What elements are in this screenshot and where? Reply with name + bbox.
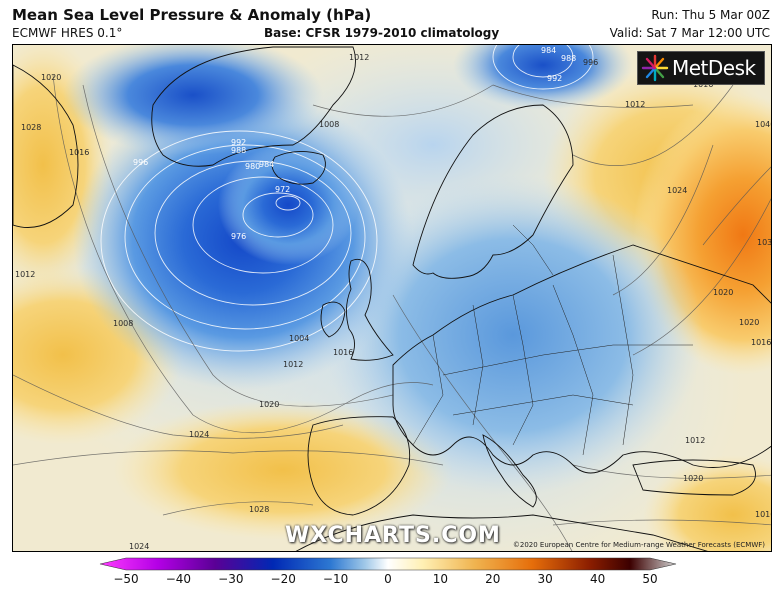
colorbar-tick: 30 (537, 572, 553, 586)
isobar-label: 988 (561, 54, 576, 63)
greenland (151, 46, 356, 167)
colorbar-tick: −50 (113, 572, 139, 586)
metdesk-sunburst-icon (641, 54, 669, 82)
country-borders (412, 224, 693, 456)
british-isles (346, 258, 394, 361)
colorbar-tick: 10 (432, 572, 449, 586)
isobar-label: 980 (245, 162, 260, 171)
isobar-label: 1008 (113, 319, 133, 328)
scandinavia (412, 104, 574, 279)
isobar-label: 1016 (751, 338, 771, 347)
ireland (320, 301, 346, 338)
iberia (307, 416, 411, 516)
isobar-label: 1024 (667, 186, 687, 195)
isobar-label: 1012 (685, 436, 705, 445)
isobar-label: 1016 (755, 510, 772, 519)
isobar-label: 1040 (755, 120, 772, 129)
colorbar-tick: −20 (270, 572, 296, 586)
isobar-label: 1012 (283, 360, 303, 369)
valid-time-label: Valid: Sat 7 Mar 12:00 UTC (609, 26, 770, 40)
europe-mainland (392, 244, 771, 474)
isobar-label: 1012 (15, 270, 35, 279)
isobar-label: 1016 (333, 348, 353, 357)
colorbar-tick: −40 (165, 572, 192, 586)
map-title: Mean Sea Level Pressure & Anomaly (hPa) (12, 6, 372, 24)
isobar-label: 1020 (683, 474, 703, 483)
isobars-low (100, 45, 594, 352)
isobar-label: 1024 (189, 430, 209, 439)
italy (482, 434, 537, 508)
wxcharts-watermark: WXCHARTS.COM (285, 523, 501, 548)
turkey (632, 459, 756, 496)
climatology-base-label: Base: CFSR 1979-2010 climatology (264, 26, 500, 40)
isobar-label: 1004 (289, 334, 309, 343)
metdesk-logo-text: MetDesk (672, 56, 756, 80)
anomaly-colorbar (99, 557, 677, 571)
isobar-label: 1012 (625, 100, 645, 109)
isobar-label: 972 (275, 185, 290, 194)
colorbar-strip (99, 557, 677, 571)
anomaly-field (13, 45, 771, 551)
iceland (271, 151, 326, 185)
colorbar-tick: 40 (589, 572, 606, 586)
north-africa (295, 514, 708, 551)
isobar-label: 1028 (21, 123, 41, 132)
colorbar-tick: −30 (218, 572, 244, 586)
colorbar-tick: 50 (642, 572, 658, 586)
colorbar-tick: 20 (485, 572, 501, 586)
isobar-label: 1012 (349, 53, 369, 62)
model-label: ECMWF HRES 0.1° (12, 26, 123, 40)
isobar-label: 992 (231, 138, 246, 147)
isobar-label: 1032 (757, 238, 772, 247)
isobar-label: 1020 (739, 318, 759, 327)
isobar-label: 992 (547, 74, 562, 83)
isobar-label: 1020 (41, 73, 61, 82)
isobar-label: 988 (231, 146, 246, 155)
isobar-label: 1020 (259, 400, 279, 409)
ecmwf-credit: ©2020 European Centre for Medium-range W… (512, 541, 765, 549)
isobar-label: 1020 (713, 288, 733, 297)
isobar-label: 984 (541, 46, 556, 55)
isobar-label: 984 (259, 160, 274, 169)
isobar-label: 1016 (69, 148, 89, 157)
isobar-label: 996 (583, 58, 598, 67)
map-canvas: 1020 1028 1016 1012 1008 1012 1008 996 9… (13, 45, 772, 551)
pressure-anomaly-map: 1020 1028 1016 1012 1008 1012 1008 996 9… (12, 44, 772, 552)
canada-east (13, 64, 79, 228)
isobar-label: 1028 (249, 505, 269, 514)
isobars-high (13, 74, 771, 551)
colorbar-tick: 0 (384, 572, 392, 586)
isobar-label: 976 (231, 232, 246, 241)
metdesk-logo[interactable]: MetDesk (637, 51, 765, 85)
isobar-label: 996 (133, 158, 148, 167)
isobar-label: 1008 (319, 120, 339, 129)
colorbar-tick: −10 (322, 572, 349, 586)
isobar-label: 1024 (129, 542, 149, 551)
run-time-label: Run: Thu 5 Mar 00Z (651, 8, 770, 22)
coastlines (13, 46, 771, 551)
